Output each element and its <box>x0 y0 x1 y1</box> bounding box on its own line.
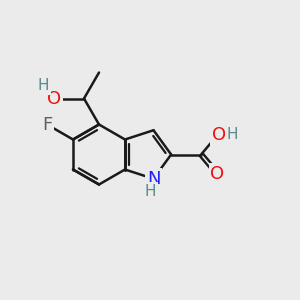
Text: O: O <box>47 89 61 107</box>
Text: H: H <box>227 128 238 142</box>
Text: H: H <box>38 78 49 93</box>
Text: N: N <box>147 170 160 188</box>
Text: H: H <box>145 184 156 199</box>
Text: O: O <box>212 126 226 144</box>
Text: F: F <box>42 116 52 134</box>
Text: O: O <box>211 165 225 183</box>
